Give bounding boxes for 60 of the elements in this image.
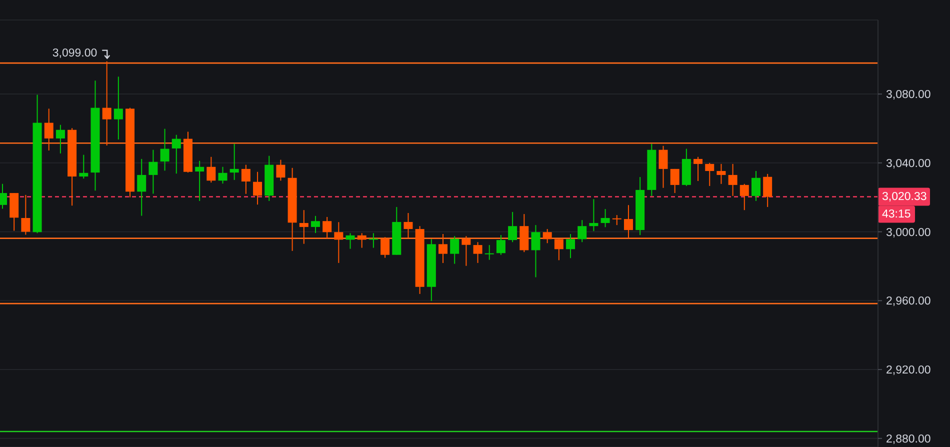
- y-tick-label: 3,080.00: [886, 89, 931, 102]
- candlestick: [346, 232, 355, 250]
- candlestick: [484, 244, 494, 260]
- candlestick: [21, 194, 30, 236]
- candlestick: [728, 163, 738, 196]
- candlestick: [473, 242, 482, 264]
- candlestick: [368, 232, 378, 248]
- candlestick: [508, 211, 518, 243]
- candlestick: [566, 234, 576, 259]
- ref-line-label: 3,020.33: [882, 190, 927, 203]
- candlestick: [404, 212, 413, 239]
- candlestick: [589, 198, 598, 232]
- candlestick: [438, 234, 448, 264]
- text: 43:15: [882, 208, 911, 220]
- candlestick: [102, 60, 112, 146]
- candlestick: [612, 214, 622, 226]
- candlestick: [253, 171, 262, 206]
- candlestick: [624, 204, 633, 239]
- y-tick-label: 3,040.00: [886, 158, 931, 170]
- candlestick: [160, 128, 170, 172]
- candlestick: [357, 232, 366, 248]
- y-tick-label: 2,960.00: [886, 296, 931, 308]
- y-tick-label: 2,920.00: [886, 364, 931, 377]
- candlestick: [658, 145, 668, 188]
- candlestick: [694, 156, 703, 182]
- candlestick: [114, 76, 123, 140]
- candlestick: [137, 158, 146, 216]
- candlestick: [531, 224, 540, 278]
- candlestick: [79, 154, 88, 180]
- candlestick: [600, 208, 610, 228]
- candlestick: [310, 215, 320, 234]
- y-tick-label: 2,880.00: [886, 433, 931, 446]
- candlestick: [740, 183, 749, 211]
- candlestick: [276, 159, 286, 182]
- candlestick: [172, 134, 181, 174]
- candlestick: [380, 236, 390, 258]
- candlestick: [148, 149, 158, 194]
- candlestick: [462, 236, 471, 266]
- candlestick: [763, 173, 772, 208]
- annotation: 3,099.00: [52, 47, 98, 60]
- candlestick: [299, 210, 308, 244]
- candlestick: [218, 166, 228, 184]
- candlestick: [450, 236, 460, 264]
- candlestick: [56, 124, 65, 154]
- candlestick: [322, 216, 332, 239]
- candlestick: [578, 220, 587, 243]
- candlestick: [751, 170, 760, 202]
- candlestick: [334, 222, 344, 264]
- candlestick: [705, 162, 714, 186]
- candlestick: [554, 238, 564, 261]
- candlestick: [496, 234, 506, 256]
- candlestick: [230, 143, 239, 180]
- candlestick: [716, 163, 726, 184]
- candlestick: [670, 168, 680, 194]
- candlestick: [241, 164, 250, 194]
- candlestick: [44, 108, 54, 152]
- candlestick: [206, 156, 216, 184]
- y-tick-label: 3,000.00: [886, 226, 931, 239]
- candlestick: [542, 228, 552, 244]
- candlestick: [195, 160, 204, 202]
